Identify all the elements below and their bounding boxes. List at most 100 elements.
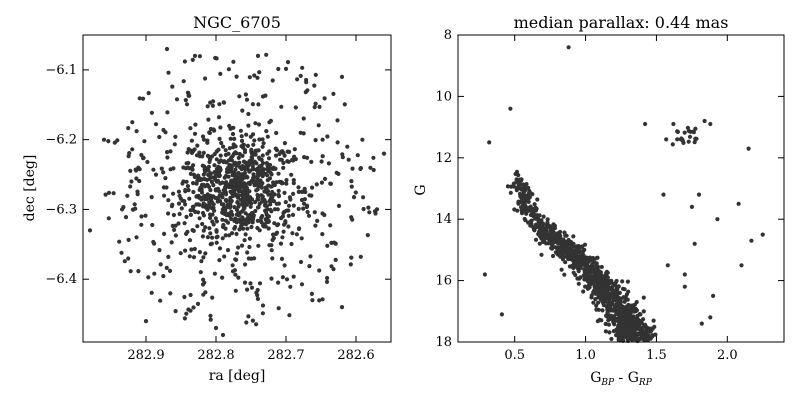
data-point	[508, 106, 513, 111]
data-point	[746, 146, 751, 151]
data-point	[257, 156, 262, 161]
data-point	[577, 245, 583, 250]
data-point	[315, 218, 320, 223]
data-point	[692, 140, 697, 145]
data-point	[212, 128, 217, 133]
data-point	[555, 252, 561, 257]
data-point	[336, 171, 341, 176]
data-point	[229, 126, 234, 131]
data-point	[528, 223, 533, 228]
data-point	[258, 218, 263, 223]
data-point	[288, 284, 293, 289]
data-point	[287, 149, 292, 154]
data-point	[261, 222, 266, 227]
data-point	[166, 211, 171, 216]
data-point	[550, 243, 555, 248]
data-point	[182, 59, 187, 64]
data-point	[693, 126, 698, 131]
data-point	[221, 144, 226, 149]
data-point	[520, 204, 526, 209]
data-point	[566, 240, 571, 245]
data-point	[212, 163, 217, 168]
data-point	[222, 211, 227, 216]
data-point	[210, 295, 215, 300]
data-point	[251, 167, 256, 172]
data-point	[373, 211, 378, 216]
data-point	[553, 245, 558, 250]
data-point	[537, 241, 542, 246]
data-point	[604, 288, 610, 293]
data-point	[629, 325, 634, 330]
y-tick-label: 14	[435, 212, 452, 227]
data-point	[301, 201, 307, 206]
data-point	[257, 228, 262, 233]
data-point	[228, 203, 233, 208]
data-point	[214, 157, 219, 162]
data-point	[283, 66, 289, 71]
data-point	[289, 172, 294, 177]
data-point	[255, 174, 260, 179]
data-point	[605, 270, 610, 275]
data-point	[532, 228, 537, 233]
data-point	[291, 203, 296, 208]
data-point	[149, 110, 154, 115]
data-point	[218, 153, 223, 158]
data-point	[317, 268, 322, 273]
data-point	[257, 281, 263, 286]
data-point	[313, 101, 318, 106]
data-point	[581, 289, 586, 294]
data-point	[651, 318, 656, 323]
data-point	[301, 131, 306, 136]
data-point	[584, 268, 589, 273]
data-point	[611, 288, 616, 293]
data-point	[199, 187, 204, 192]
x-tick-label: 282.7	[267, 348, 304, 363]
data-point	[266, 192, 271, 197]
data-point	[297, 226, 302, 231]
data-point	[191, 163, 196, 168]
data-point	[287, 195, 292, 200]
data-point	[562, 272, 567, 277]
data-point	[225, 248, 231, 253]
data-point	[596, 268, 601, 273]
data-point	[227, 199, 232, 204]
data-point	[339, 74, 345, 79]
data-point	[652, 324, 657, 329]
data-point	[269, 198, 274, 204]
data-point	[164, 46, 170, 52]
data-point	[176, 189, 181, 194]
data-point	[313, 223, 318, 228]
data-point	[618, 299, 623, 304]
data-point	[309, 193, 314, 198]
data-point	[276, 171, 281, 176]
data-point	[517, 183, 522, 188]
data-point	[191, 181, 196, 186]
data-point	[133, 206, 138, 211]
data-point	[200, 134, 206, 139]
data-point	[653, 332, 658, 337]
data-point	[215, 178, 221, 183]
y-tick-label: 18	[435, 335, 452, 350]
data-point	[286, 213, 291, 218]
data-point	[664, 137, 669, 142]
data-point	[152, 241, 157, 246]
data-point	[273, 153, 279, 158]
data-point	[206, 164, 211, 169]
data-point	[708, 315, 713, 320]
data-point	[197, 202, 202, 207]
data-point	[283, 200, 288, 205]
data-point	[270, 78, 275, 83]
data-point	[197, 250, 202, 255]
data-point	[130, 147, 135, 152]
data-point	[153, 172, 159, 177]
data-point	[250, 156, 255, 161]
data-point	[260, 199, 265, 204]
data-point	[197, 216, 202, 221]
data-point	[240, 194, 245, 199]
data-point	[137, 178, 142, 184]
data-point	[191, 305, 196, 310]
data-point	[267, 243, 272, 248]
data-point	[201, 150, 206, 155]
data-point	[328, 181, 333, 186]
data-point	[191, 204, 196, 209]
